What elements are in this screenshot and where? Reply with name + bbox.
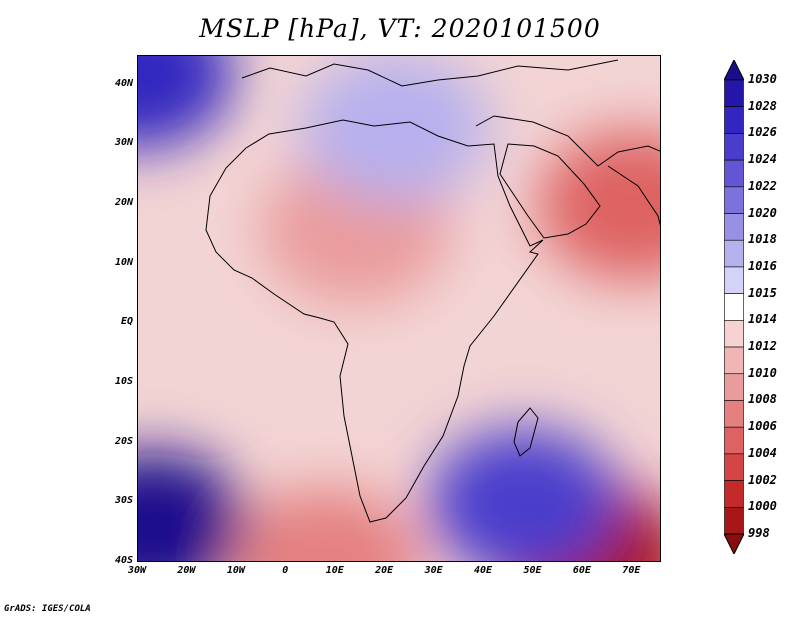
europe-coastline [241,59,619,87]
colorbar-band [724,480,744,508]
map-title: MSLP [hPa], VT: 2020101500 [199,14,601,43]
colorbar-band [724,400,744,428]
lat-label: 40N [114,77,133,89]
colorbar-level-label: 1022 [748,178,777,193]
lat-label: 30N [114,137,133,149]
colorbar-level-label: 1026 [748,125,777,140]
colorbar-band [724,106,744,134]
pressure-south-africa-low [230,488,421,561]
colorbar-band [724,320,744,348]
pressure-map [138,56,660,561]
lon-label: 10E [325,565,344,576]
pressure-arabian-low [537,130,660,281]
colorbar-level-label: 1020 [748,205,777,220]
colorbar-band [724,239,744,268]
lat-label: 30S [114,495,133,507]
colorbar-band [724,266,744,294]
colorbar-level-label: 998 [748,526,770,540]
colorbar-band [724,186,744,214]
lon-label: 20W [177,565,196,576]
pressure-indian-ocean-high [428,428,619,561]
pressure-south-atlantic-high [138,452,248,561]
colorbar-band [724,426,744,455]
colorbar-band [724,346,744,375]
colorbar-level-label: 1006 [748,419,777,434]
lat-label: 20N [114,197,133,209]
lon-label: 60E [572,565,591,576]
colorbar-level-label: 1012 [748,339,777,354]
colorbar-level-label: 1015 [748,285,777,300]
lon-label: 50E [523,565,542,576]
lon-label: 30E [424,565,443,576]
colorbar-level-label: 1010 [748,365,777,380]
lat-label: 10N [114,256,133,268]
colorbar-level-label: 1002 [748,472,777,487]
colorbar-band [724,373,744,401]
lat-label: EQ [120,316,133,328]
africa-coastline [205,119,544,523]
colorbar-band [724,293,744,321]
colorbar-level-label: 1024 [748,152,777,167]
colorbar-level-label: 1018 [748,232,777,247]
lat-label: 40S [114,555,133,566]
colorbar-top-arrow [724,60,744,81]
colorbar-band [724,213,744,241]
colorbar-bottom-arrow [724,533,744,554]
colorbar-level-label: 1004 [748,445,777,460]
pressure-north-atlantic-high [138,56,233,149]
colorbar-level-label: 1028 [748,98,777,113]
pressure-mediterranean-high [300,56,491,203]
lon-label: 40E [474,565,493,576]
lat-label: 20S [114,435,133,447]
colorbar-band [724,506,744,535]
lat-label: 10S [114,376,133,388]
lon-label: 70E [622,565,641,576]
lon-label: 30W [127,565,147,576]
colorbar-level-label: 1030 [748,72,777,86]
colorbar-level-label: 1008 [748,392,777,407]
colorbar-band [724,453,744,481]
colorbar-band [724,159,744,188]
arabia-coastline [475,115,660,239]
lon-label: 10W [226,565,245,576]
colorbar-band [724,133,744,161]
colorbar-level-label: 1000 [748,499,777,514]
madagascar-coastline [513,407,539,457]
lon-label: 20E [375,565,394,576]
map-panel [137,55,661,562]
colorbar-band [724,79,744,108]
grads-credit: GrADS: IGES/COLA [4,604,91,614]
lon-label: 0 [282,565,289,576]
colorbar [724,60,744,554]
colorbar-level-label: 1016 [748,258,777,273]
colorbar-level-label: 1014 [748,312,777,327]
